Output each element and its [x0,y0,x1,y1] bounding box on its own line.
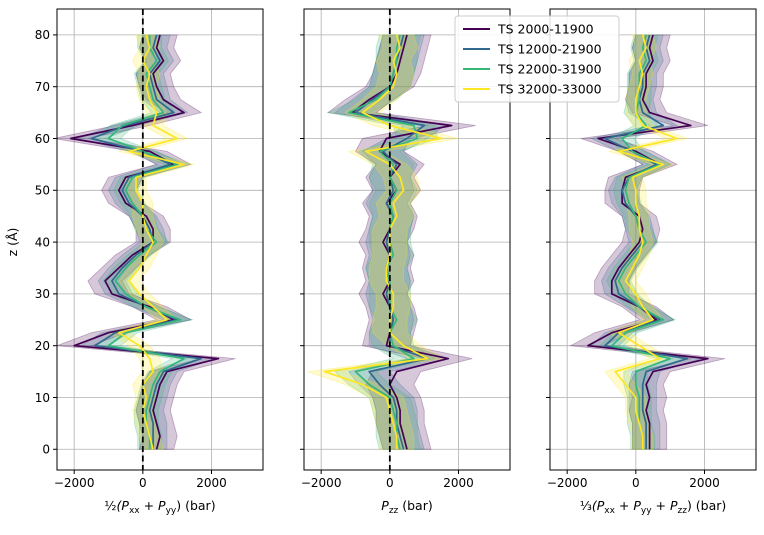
panel-lateral-pressure: −2000 0 2000 0 10 20 30 40 50 60 70 80 ½(Pxx + Pyy) … [35,8,264,516]
legend-frame [454,15,620,103]
panel-isotropic-pressure: −2000 0 2000 ⅓(Pxx + Pyy + Pzz) (bar) [546,8,757,516]
y-tick-label: 10 [35,391,50,405]
y-tick-label: 60 [35,132,50,146]
x-tick-label: 2000 [443,476,474,490]
x-axis-label: ½(Pxx + Pyy) (bar) [104,498,215,516]
series-line-ts-2000-11900 [586,34,709,450]
x-tick-label: 2000 [689,476,720,490]
band-ts-2000-11900 [569,34,726,450]
series-line-ts-32000-33000 [614,34,678,450]
x-tick-label: −2000 [54,476,95,490]
series-line-ts-22000-31900 [107,34,185,450]
legend-label-2: TS 12000-21900 [497,42,602,57]
band-ts-12000-21900 [76,34,216,450]
axes-frame [549,8,757,471]
series-line-ts-22000-31900 [610,34,672,450]
x-axis-label: Pzz (bar) [381,498,432,516]
y-tick-label: 30 [35,287,50,301]
y-tick-label: 80 [35,28,50,42]
y-axis-label: z (Å) [5,228,20,257]
axes-frame [303,8,511,471]
legend-label-4: TS 32000-33000 [497,82,602,97]
panel-normal-pressure: −2000 0 2000 Pzz (bar) [300,8,511,516]
x-tick-label: 0 [139,476,147,490]
legend-label-1: TS 2000-11900 [497,22,594,37]
x-tick-label: 0 [632,476,640,490]
band-ts-2000-11900 [57,34,236,450]
y-tick-label: 20 [35,339,50,353]
band-ts-22000-31900 [598,34,684,450]
y-tick-label: 70 [35,80,50,94]
legend-label-3: TS 22000-31900 [497,62,602,77]
y-tick-label: 0 [42,443,50,457]
x-axis-label: ⅓(Pxx + Pyy + Pzz) (bar) [580,498,727,516]
band-ts-22000-31900 [95,34,198,450]
x-tick-label: 0 [386,476,394,490]
band-ts-2000-11900 [326,34,476,450]
grid [550,9,756,470]
x-tick-label: 2000 [196,476,227,490]
x-tick-label: −2000 [301,476,342,490]
legend: TS 2000-11900 TS 12000-21900 TS 22000-31… [454,15,620,103]
band-ts-12000-21900 [333,34,450,450]
y-tick-label: 40 [35,235,50,249]
series-line-ts-2000-11900 [351,34,453,450]
axes-frame [56,8,264,471]
x-tick-label: −2000 [547,476,588,490]
series-line-ts-32000-33000 [117,34,185,450]
y-tick-label: 50 [35,184,50,198]
